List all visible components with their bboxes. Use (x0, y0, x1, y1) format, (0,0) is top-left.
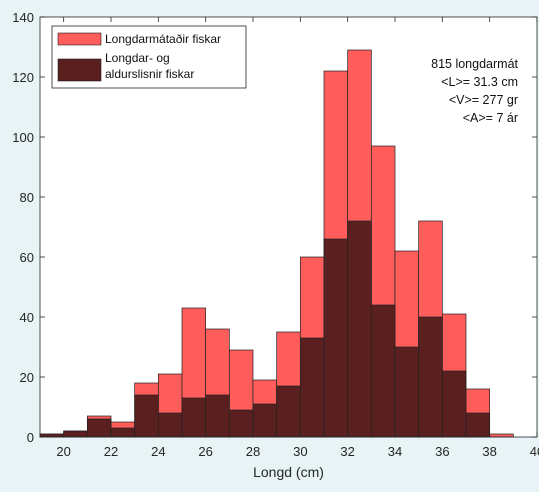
y-tick-label: 0 (27, 430, 34, 445)
x-tick-label: 30 (293, 444, 307, 459)
x-axis-label: Longd (cm) (253, 464, 324, 480)
x-tick-label: 34 (388, 444, 402, 459)
axes-box (39, 16, 538, 438)
bar-aged-fish (157, 412, 183, 438)
bar-aged-fish (418, 316, 443, 438)
stats-annotation: <A>= 7 ár (463, 111, 518, 125)
bar-aged-fish (465, 412, 491, 438)
y-tick-label: 20 (20, 370, 34, 385)
bar-aged-fish (299, 337, 325, 438)
bar-all-fish (489, 433, 514, 438)
legend-swatch-aged-fish (57, 58, 102, 82)
bar-aged-fish (228, 409, 254, 438)
legend-label-aged-fish-line2: aldurslisnir fiskar (105, 67, 194, 81)
x-tick-label: 36 (435, 444, 449, 459)
bar-aged-fish (323, 238, 349, 438)
bar-aged-fish (39, 433, 65, 438)
bar-aged-fish (370, 304, 396, 438)
x-tick-label: 28 (246, 444, 260, 459)
y-tick-label: 40 (20, 310, 34, 325)
bar-aged-fish (110, 427, 136, 438)
x-tick-label: 24 (151, 444, 165, 459)
x-tick-label: 26 (198, 444, 212, 459)
bar-aged-fish (347, 220, 372, 438)
bar-aged-fish (63, 430, 88, 438)
y-tick-label: 60 (20, 250, 34, 265)
x-tick-label: 20 (56, 444, 70, 459)
stats-annotation: 815 longdarmát (431, 57, 518, 71)
bar-aged-fish (86, 418, 112, 438)
x-tick-label: 40 (530, 444, 539, 459)
y-tick-label: 140 (12, 10, 34, 25)
legend-label-aged-fish-line1: Longdar- og (105, 51, 170, 65)
bar-aged-fish (276, 385, 301, 438)
bar-aged-fish (181, 397, 207, 438)
x-tick-label: 38 (482, 444, 496, 459)
y-tick-label: 120 (12, 70, 34, 85)
bar-aged-fish (252, 403, 278, 438)
x-tick-label: 22 (104, 444, 118, 459)
stats-annotation: <L>= 31.3 cm (441, 75, 518, 89)
stats-annotation: <V>= 277 gr (449, 93, 518, 107)
legend-swatch-all-fish (57, 32, 102, 46)
bar-aged-fish (394, 346, 420, 438)
bar-aged-fish (134, 394, 159, 438)
bar-aged-fish (205, 394, 230, 438)
x-tick-label: 32 (340, 444, 354, 459)
y-tick-label: 100 (12, 130, 34, 145)
legend-label-all-fish: Longdarmátaðir fiskar (105, 32, 221, 46)
bar-aged-fish (441, 370, 467, 438)
y-tick-label: 80 (20, 190, 34, 205)
